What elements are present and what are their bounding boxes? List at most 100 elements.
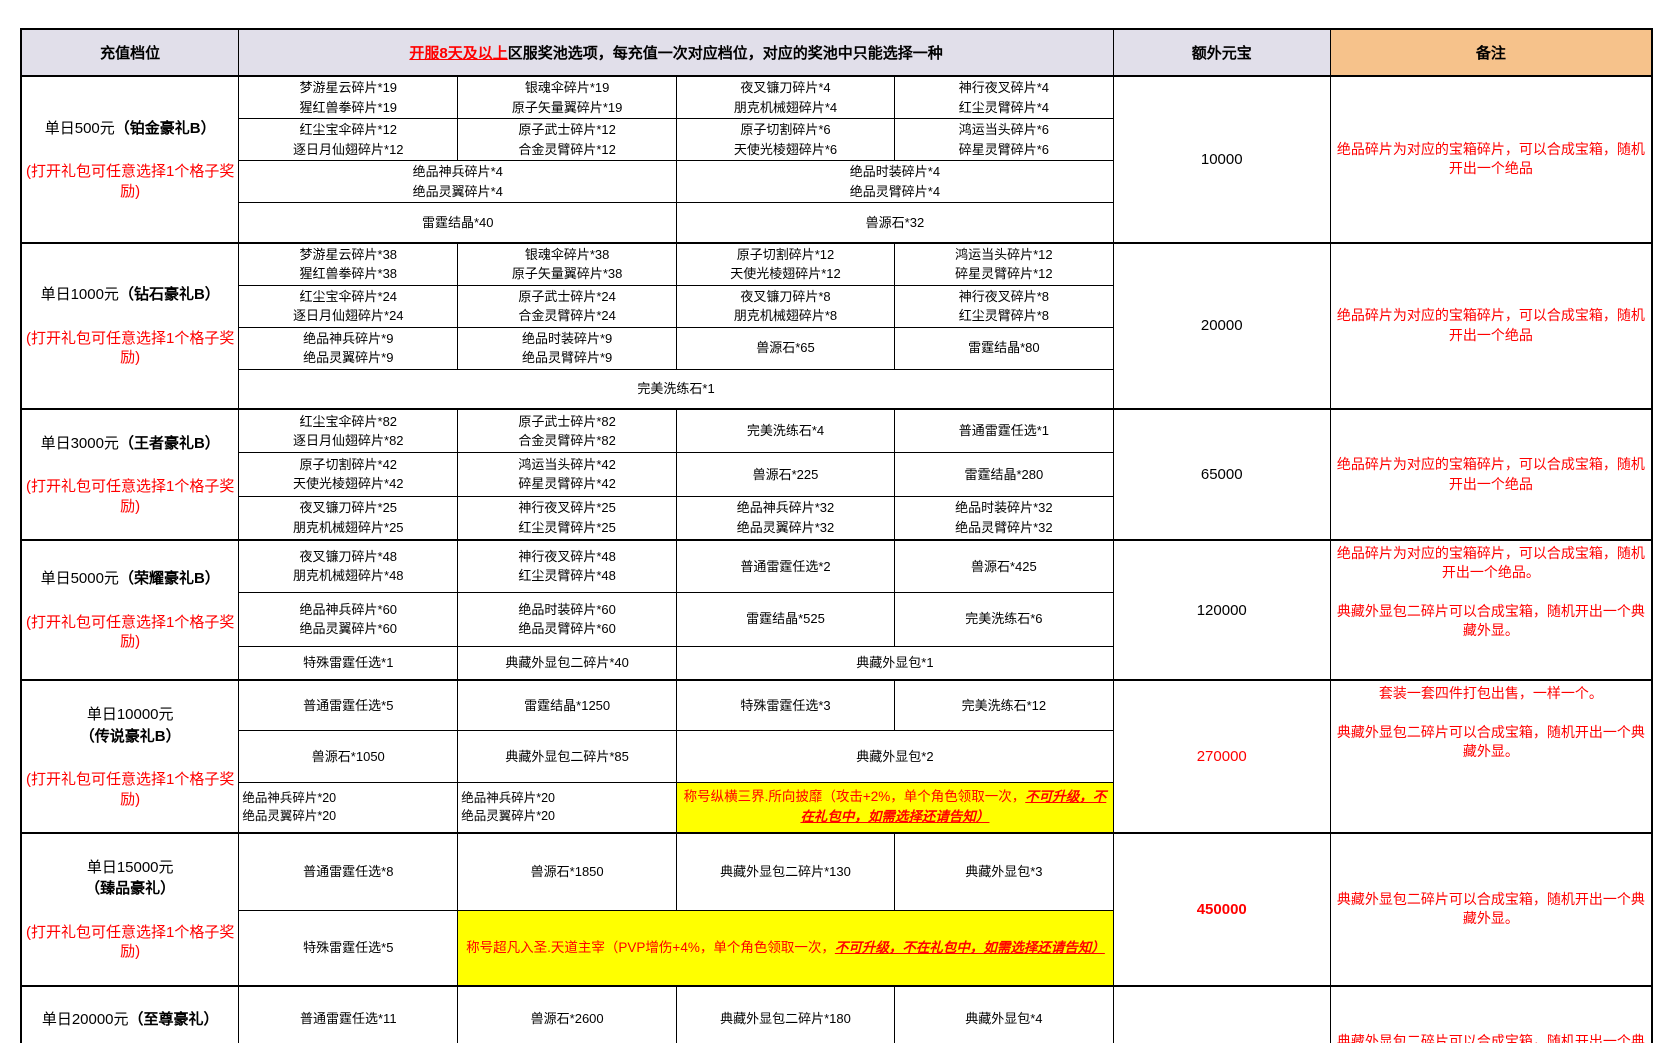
extra-yuanbao-value: 120000	[1112, 539, 1331, 681]
pool-cell: 绝品时装碎片*9 绝品灵臂碎片*9	[457, 326, 678, 370]
pool-cell: 神行夜叉碎片*48 红尘灵臂碎片*48	[457, 539, 678, 593]
note-cell: 绝品碎片为对应的宝箱碎片，可以合成宝箱，随机开出一个绝品。 典藏外显包二碎片可以…	[1329, 539, 1653, 681]
pool-cell: 神行夜叉碎片*8 红尘灵臂碎片*8	[893, 284, 1114, 328]
pool-cell: 普通雷霆任选*1	[893, 408, 1114, 454]
tier-block-3000: 单日3000元（王者豪礼B） (打开礼包可任意选择1个格子奖励) 红尘宝伞碎片*…	[20, 408, 1653, 541]
pool-cell: 兽源石*2600	[457, 985, 678, 1043]
pool-cell: 特殊雷霆任选*3	[676, 679, 895, 731]
pool-cell: 完美洗练石*4	[676, 408, 895, 454]
title-reward-cell: 称号纵横三界.所向披靡（攻击+2%，单个角色领取一次，不可升级，不在礼包中，如需…	[676, 782, 1114, 834]
tier-sub-note: (打开礼包可任意选择1个格子奖励)	[26, 771, 235, 808]
tier-sub-note: (打开礼包可任意选择1个格子奖励)	[26, 329, 235, 367]
pool-cell: 绝品神兵碎片*20 绝品灵翼碎片*20	[238, 782, 459, 834]
pool-cell: 雷霆结晶*280	[893, 452, 1114, 497]
note-cell: 绝品碎片为对应的宝箱碎片，可以合成宝箱，随机开出一个绝品	[1329, 75, 1653, 243]
header-tier: 充值档位	[20, 28, 240, 77]
extra-yuanbao-value: 20000	[1112, 242, 1331, 410]
tier-block-10000: 单日10000元 （传说豪礼B） (打开礼包可任意选择1个格子奖励) 普通雷霆任…	[20, 679, 1653, 834]
extra-yuanbao-value: 65000	[1112, 408, 1331, 541]
pool-cell: 特殊雷霆任选*1	[238, 645, 459, 681]
header-pool-highlight: 开服8天及以上	[409, 45, 508, 62]
pool-cell: 梦游星云碎片*38 猩红兽拳碎片*38	[238, 242, 459, 286]
pool-cell: 红尘宝伞碎片*82 逐日月仙翅碎片*82	[238, 408, 459, 454]
tier-sub-note: (打开礼包可任意选择1个格子奖励)	[26, 163, 235, 200]
pool-cell: 普通雷霆任选*5	[238, 679, 459, 731]
tier-label: 单日5000元（荣耀豪礼B） (打开礼包可任意选择1个格子奖励)	[20, 539, 240, 681]
pool-cell: 神行夜叉碎片*4 红尘灵臂碎片*4	[893, 75, 1114, 119]
pool-cell: 银魂伞碎片*19 原子矢量翼碎片*19	[457, 75, 678, 119]
tier-sub-note: (打开礼包可任意选择1个格子奖励)	[26, 613, 235, 651]
pool-cell: 夜叉镰刀碎片*4 朋克机械翅碎片*4	[676, 75, 895, 119]
tier-block-1000: 单日1000元（钻石豪礼B） (打开礼包可任意选择1个格子奖励) 梦游星云碎片*…	[20, 242, 1653, 410]
pool-cell: 典藏外显包*3	[893, 832, 1114, 912]
pool-cell: 兽源石*425	[893, 539, 1114, 593]
tier-label: 单日20000元（至尊豪礼） (打开礼包可任意选择1个格子奖励)	[20, 985, 240, 1043]
tier-label: 单日10000元 （传说豪礼B） (打开礼包可任意选择1个格子奖励)	[20, 679, 240, 834]
header-pool-rest: 区服奖池选项，每充值一次对应档位，对应的奖池中只能选择一种	[507, 45, 943, 62]
tier-sub-note: (打开礼包可任意选择1个格子奖励)	[26, 478, 235, 515]
note-cell: 典藏外显包二碎片可以合成宝箱，随机开出一个典藏外显。	[1329, 985, 1653, 1043]
pool-cell: 绝品时装碎片*60 绝品灵臂碎片*60	[457, 591, 678, 647]
title-reward-cell: 称号超凡入圣.天道主宰（PVP增伤+4%，单个角色领取一次，不可升级，不在礼包中…	[457, 910, 1114, 986]
pool-cell: 绝品时装碎片*32 绝品灵臂碎片*32	[893, 495, 1114, 541]
note-cell: 绝品碎片为对应的宝箱碎片，可以合成宝箱，随机开出一个绝品	[1329, 242, 1653, 410]
pool-cell: 夜叉镰刀碎片*25 朋克机械翅碎片*25	[238, 495, 459, 541]
pool-cell: 夜叉镰刀碎片*8 朋克机械翅碎片*8	[676, 284, 895, 328]
pool-cell: 鸿运当头碎片*6 碎星灵臂碎片*6	[893, 118, 1114, 161]
pool-cell: 银魂伞碎片*38 原子矢量翼碎片*38	[457, 242, 678, 286]
header-pool: 开服8天及以上区服奖池选项，每充值一次对应档位，对应的奖池中只能选择一种	[238, 28, 1114, 77]
pool-cell: 原子切割碎片*12 天使光棱翅碎片*12	[676, 242, 895, 286]
tier-block-20000: 单日20000元（至尊豪礼） (打开礼包可任意选择1个格子奖励) 普通雷霆任选*…	[20, 985, 1653, 1043]
tier-name: 单日5000元（荣耀豪礼B）	[40, 570, 220, 588]
extra-yuanbao-value: 450000	[1112, 832, 1331, 986]
extra-yuanbao-value: 650000	[1112, 985, 1331, 1043]
tier-block-5000: 单日5000元（荣耀豪礼B） (打开礼包可任意选择1个格子奖励) 夜叉镰刀碎片*…	[20, 539, 1653, 681]
tier-name: 单日1000元（钻石豪礼B）	[40, 286, 220, 303]
pool-cell: 雷霆结晶*525	[676, 591, 895, 647]
extra-yuanbao-value: 270000	[1112, 679, 1331, 834]
tier-name: 单日20000元（至尊豪礼）	[41, 1011, 219, 1029]
note-cell: 典藏外显包二碎片可以合成宝箱，随机开出一个典藏外显。	[1329, 832, 1653, 986]
pool-cell: 红尘宝伞碎片*12 逐日月仙翅碎片*12	[238, 118, 459, 161]
pool-cell: 原子武士碎片*12 合金灵臂碎片*12	[457, 118, 678, 161]
extra-yuanbao-value: 10000	[1112, 75, 1331, 243]
tier-label: 单日3000元（王者豪礼B） (打开礼包可任意选择1个格子奖励)	[20, 408, 240, 541]
pool-cell: 完美洗练石*6	[893, 591, 1114, 647]
note-cell: 绝品碎片为对应的宝箱碎片，可以合成宝箱，随机开出一个绝品	[1329, 408, 1653, 541]
pool-cell: 绝品神兵碎片*60 绝品灵翼碎片*60	[238, 591, 459, 647]
tier-name: 单日10000元 （传说豪礼B）	[79, 705, 181, 745]
pool-cell: 梦游星云碎片*19 猩红兽拳碎片*19	[238, 75, 459, 119]
pool-cell: 普通雷霆任选*11	[238, 985, 459, 1043]
pool-cell: 绝品神兵碎片*4 绝品灵翼碎片*4	[238, 160, 678, 203]
pool-cell: 普通雷霆任选*2	[676, 539, 895, 593]
pool-cell: 普通雷霆任选*8	[238, 832, 459, 912]
pool-cell: 典藏外显包*1	[676, 645, 1114, 681]
pool-cell: 兽源石*225	[676, 452, 895, 497]
pool-cell: 完美洗练石*1	[238, 368, 1114, 410]
pool-cell: 原子切割碎片*6 天使光棱翅碎片*6	[676, 118, 895, 161]
pool-cell: 雷霆结晶*80	[893, 326, 1114, 370]
tier-label: 单日500元（铂金豪礼B） (打开礼包可任意选择1个格子奖励)	[20, 75, 240, 243]
pool-cell: 原子武士碎片*24 合金灵臂碎片*24	[457, 284, 678, 328]
pool-cell: 雷霆结晶*1250	[457, 679, 678, 731]
tier-block-15000: 单日15000元 （臻品豪礼） (打开礼包可任意选择1个格子奖励) 普通雷霆任选…	[20, 832, 1653, 986]
pool-cell: 神行夜叉碎片*25 红尘灵臂碎片*25	[457, 495, 678, 541]
pool-cell: 红尘宝伞碎片*24 逐日月仙翅碎片*24	[238, 284, 459, 328]
tier-label: 单日1000元（钻石豪礼B） (打开礼包可任意选择1个格子奖励)	[20, 242, 240, 410]
pool-cell: 夜叉镰刀碎片*48 朋克机械翅碎片*48	[238, 539, 459, 593]
tier-sub-note: (打开礼包可任意选择1个格子奖励)	[26, 923, 235, 961]
pool-cell: 绝品时装碎片*4 绝品灵臂碎片*4	[676, 160, 1114, 203]
header-extra-yuanbao: 额外元宝	[1112, 28, 1331, 77]
pool-cell: 兽源石*1850	[457, 832, 678, 912]
pool-cell: 典藏外显包*2	[676, 729, 1114, 784]
tier-name: 单日15000元 （臻品豪礼）	[85, 858, 176, 898]
tier-name: 单日3000元（王者豪礼B）	[40, 434, 220, 452]
pool-cell: 特殊雷霆任选*5	[238, 910, 459, 986]
recharge-reward-table: 充值档位 开服8天及以上区服奖池选项，每充值一次对应档位，对应的奖池中只能选择一…	[20, 28, 1653, 1043]
pool-cell: 兽源石*32	[676, 202, 1114, 243]
pool-cell: 典藏外显包二碎片*40	[457, 645, 678, 681]
pool-cell: 典藏外显包*4	[893, 985, 1114, 1043]
tier-block-500: 单日500元（铂金豪礼B） (打开礼包可任意选择1个格子奖励) 梦游星云碎片*1…	[20, 75, 1653, 243]
pool-cell: 典藏外显包二碎片*130	[676, 832, 895, 912]
pool-cell: 鸿运当头碎片*42 碎星灵臂碎片*42	[457, 452, 678, 497]
